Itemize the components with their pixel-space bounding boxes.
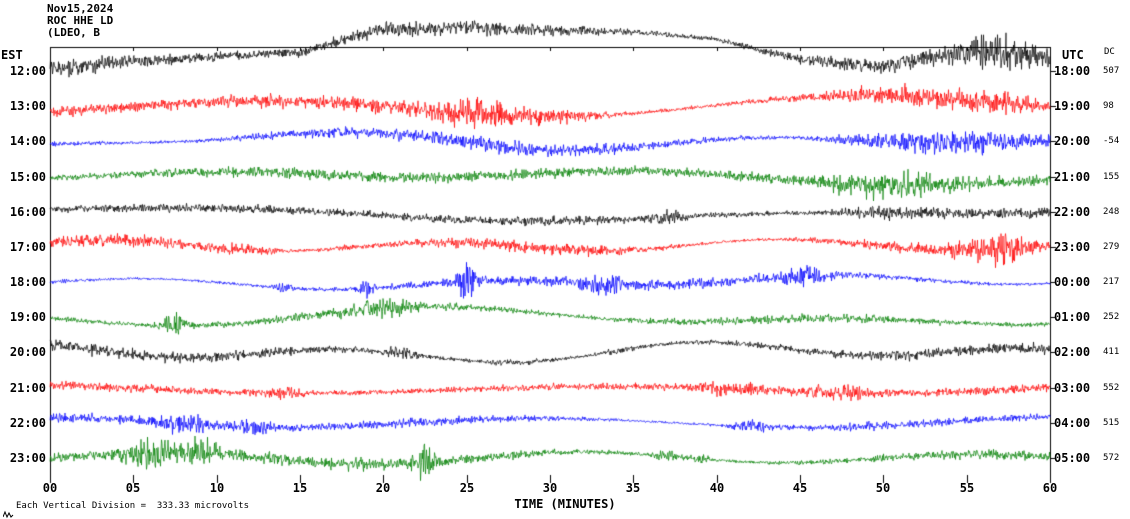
est-time-label: 22:00 [9,416,46,430]
x-tick-label: 25 [459,481,475,495]
x-tick-label: 30 [542,481,558,495]
utc-time-label: 18:00 [1054,64,1091,78]
dc-value: 552 [1103,383,1120,393]
utc-time-label: 02:00 [1054,345,1091,359]
x-tick-label: 40 [709,481,725,495]
dc-value: 515 [1103,418,1120,428]
utc-time-label: 01:00 [1054,310,1091,324]
x-tick-label: 15 [292,481,308,495]
est-time-label: 23:00 [9,451,46,465]
x-tick-label: 60 [1042,481,1058,495]
x-tick-label: 35 [625,481,641,495]
scale-marker-icon [2,504,14,519]
plot-date: Nov15,2024 [47,2,114,15]
dc-value: 155 [1103,172,1120,182]
x-tick-label: 05 [125,481,141,495]
utc-time-label: 22:00 [1054,205,1091,219]
est-time-label: 19:00 [9,310,46,324]
x-tick-label: 50 [875,481,891,495]
dc-value: 572 [1103,453,1120,463]
x-tick-label: 55 [959,481,975,495]
est-time-label: 21:00 [9,381,46,395]
utc-time-label: 05:00 [1054,451,1091,465]
est-time-label: 18:00 [9,275,46,289]
dc-value: 507 [1103,66,1120,76]
utc-time-label: 21:00 [1054,170,1091,184]
dc-value: 248 [1103,207,1120,217]
est-time-label: 14:00 [9,134,46,148]
utc-time-label: 23:00 [1054,240,1091,254]
est-time-label: 12:00 [9,64,46,78]
dc-value: 411 [1103,347,1120,357]
utc-time-label: 19:00 [1054,99,1091,113]
x-tick-label: 10 [209,481,225,495]
x-tick-label: 20 [375,481,391,495]
utc-time-label: 20:00 [1054,134,1091,148]
scale-note: Each Vertical Division = 333.33 microvol… [16,501,249,511]
x-axis-title: TIME (MINUTES) [514,497,616,511]
x-tick-label: 00 [42,481,58,495]
dc-value: -54 [1103,136,1120,146]
x-tick-label: 45 [792,481,808,495]
station-operator: (LDEO, B [47,26,100,39]
utc-time-label: 00:00 [1054,275,1091,289]
est-time-label: 13:00 [9,99,46,113]
utc-time-label: 04:00 [1054,416,1091,430]
right-axis-label: UTC [1062,48,1084,62]
est-time-label: 17:00 [9,240,46,254]
station-id: ROC HHE LD [47,14,114,27]
dc-value: 279 [1103,242,1120,252]
dc-value: 217 [1103,277,1120,287]
dc-value: 98 [1103,101,1114,111]
left-axis-label: EST [1,48,23,62]
est-time-label: 20:00 [9,345,46,359]
est-time-label: 15:00 [9,170,46,184]
dc-value: 252 [1103,312,1120,322]
dc-column-label: DC [1104,47,1115,57]
est-time-label: 16:00 [9,205,46,219]
utc-time-label: 03:00 [1054,381,1091,395]
